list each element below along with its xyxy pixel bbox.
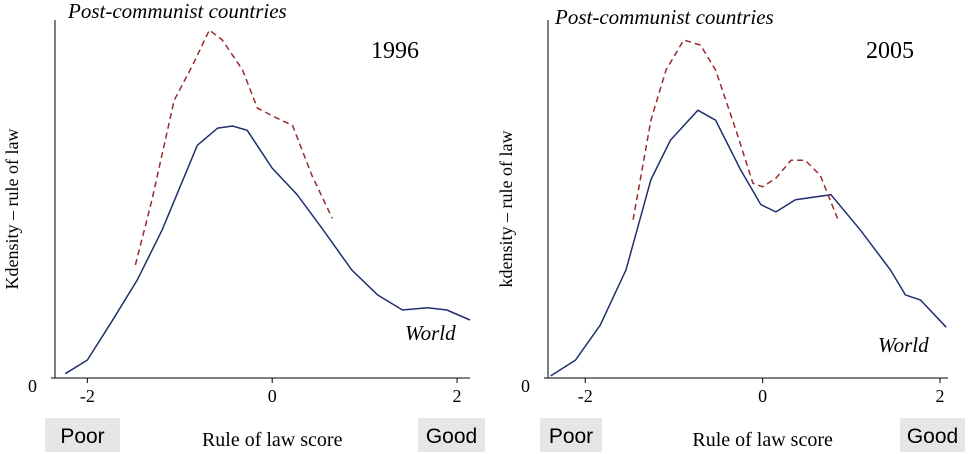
x-tick-label: 0 xyxy=(758,386,767,406)
chart-title: 1996 xyxy=(371,38,419,64)
y-axis-label: Kdensity – rule of law xyxy=(2,129,22,290)
x-end-label: Poor xyxy=(549,425,593,448)
density-line xyxy=(550,109,947,377)
series-label: World xyxy=(405,321,456,345)
label-box xyxy=(540,418,602,452)
x-tick-label: 2 xyxy=(936,386,945,406)
y-axis-label: kdensity – rule of law xyxy=(496,131,516,288)
x-end-label: Poor xyxy=(60,425,104,448)
x-axis-label: Rule of law score xyxy=(692,429,833,451)
x-tick-label: -2 xyxy=(80,386,95,406)
x-end-label: Good xyxy=(426,425,477,448)
series-label: Post-communist countries xyxy=(554,5,774,29)
y-tick-label: 0 xyxy=(28,376,37,396)
density-line xyxy=(632,39,840,223)
x-tick-label: -2 xyxy=(578,386,593,406)
density-line xyxy=(64,125,471,375)
y-tick-label: 0 xyxy=(521,376,530,396)
x-axis-label: Rule of law score xyxy=(202,429,343,451)
series-label: World xyxy=(878,333,929,357)
label-box xyxy=(418,418,485,452)
x-end-label: Good xyxy=(907,425,958,448)
x-tick-label: 0 xyxy=(268,386,277,406)
x-tick-label: 2 xyxy=(453,386,462,406)
series-label: Post-communist countries xyxy=(67,0,287,23)
label-box xyxy=(45,418,120,452)
chart-title: 2005 xyxy=(866,38,914,64)
density-line xyxy=(134,28,333,266)
label-box xyxy=(900,418,965,452)
